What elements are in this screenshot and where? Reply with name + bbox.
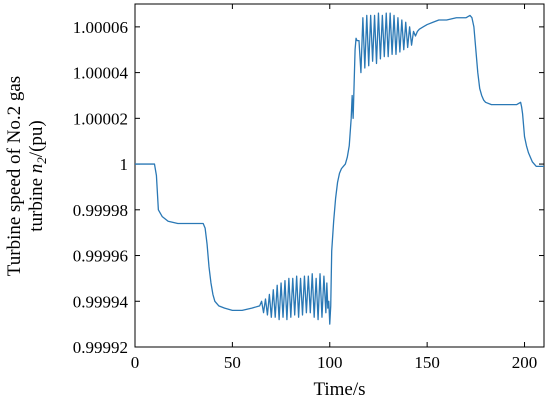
y-tick-label-1: 0.99994 xyxy=(73,292,129,311)
y-axis-label: Turbine speed of No.2 gas turbine n2/(pu… xyxy=(4,76,49,276)
y-tick-label-2: 0.99996 xyxy=(73,247,128,266)
y-axis-label-sub: 2 xyxy=(34,157,49,164)
x-tick-label-0: 0 xyxy=(131,353,140,372)
x-tick-label-1: 50 xyxy=(224,353,241,372)
y-axis-label-var: n xyxy=(26,164,47,174)
y-tick-label-0: 0.99992 xyxy=(73,338,128,357)
tick-labels-group: 0 50 100 150 200 0.99992 0.99994 0.99996 0.99998… xyxy=(73,18,538,372)
y-axis-label-suffix: /(pu) xyxy=(26,120,47,157)
x-axis-label: Time/s xyxy=(313,379,365,400)
y-tick-label-5: 1.00002 xyxy=(73,109,128,128)
series-line xyxy=(135,12,544,325)
y-axis-label-prefix: turbine xyxy=(26,173,47,232)
x-tick-label-3: 150 xyxy=(414,353,440,372)
y-axis-label-line1: Turbine speed of No.2 gas xyxy=(4,76,25,276)
x-tick-label-2: 100 xyxy=(317,353,343,372)
y-axis-label-line2: turbine n2/(pu) xyxy=(26,120,49,232)
y-tick-label-4: 1 xyxy=(120,155,129,174)
y-tick-label-7: 1.00006 xyxy=(73,18,128,37)
x-tick-label-4: 200 xyxy=(512,353,538,372)
y-tick-label-6: 1.00004 xyxy=(73,64,129,83)
y-tick-label-3: 0.99998 xyxy=(73,201,128,220)
